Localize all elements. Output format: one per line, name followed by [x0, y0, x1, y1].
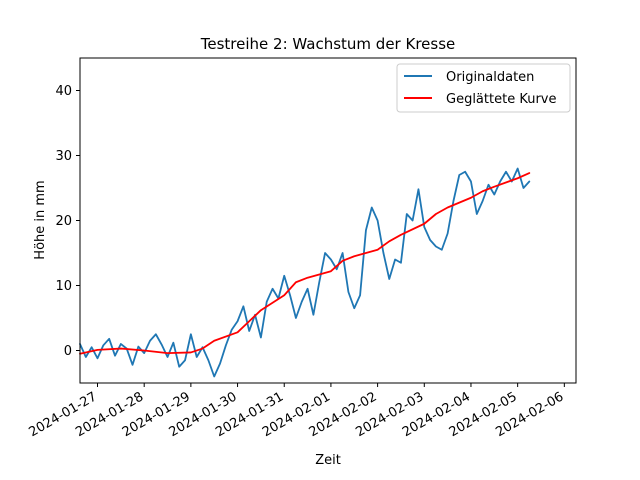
legend-label-geglaettete-kurve: Geglättete Kurve	[446, 92, 556, 107]
y-tick-label: 10	[55, 279, 72, 294]
series-line-originaldaten	[79, 167, 531, 378]
y-tick-label: 0	[64, 344, 72, 359]
series-line-geglaettete-kurve	[79, 172, 531, 355]
y-tick-label: 30	[55, 149, 72, 164]
y-axis: 0 10 20 30 40	[55, 84, 80, 359]
series-layer	[79, 167, 531, 378]
y-tick-label: 40	[55, 84, 72, 99]
x-axis-label: Zeit	[315, 453, 341, 468]
y-tick-label: 20	[55, 214, 72, 229]
legend: Originaldaten Geglättete Kurve	[396, 63, 571, 113]
chart-title: Testreihe 2: Wachstum der Kresse	[200, 35, 456, 53]
legend-label-originaldaten: Originaldaten	[446, 70, 534, 85]
legend-box	[396, 63, 571, 113]
y-axis-label: Höhe in mm	[33, 180, 48, 259]
